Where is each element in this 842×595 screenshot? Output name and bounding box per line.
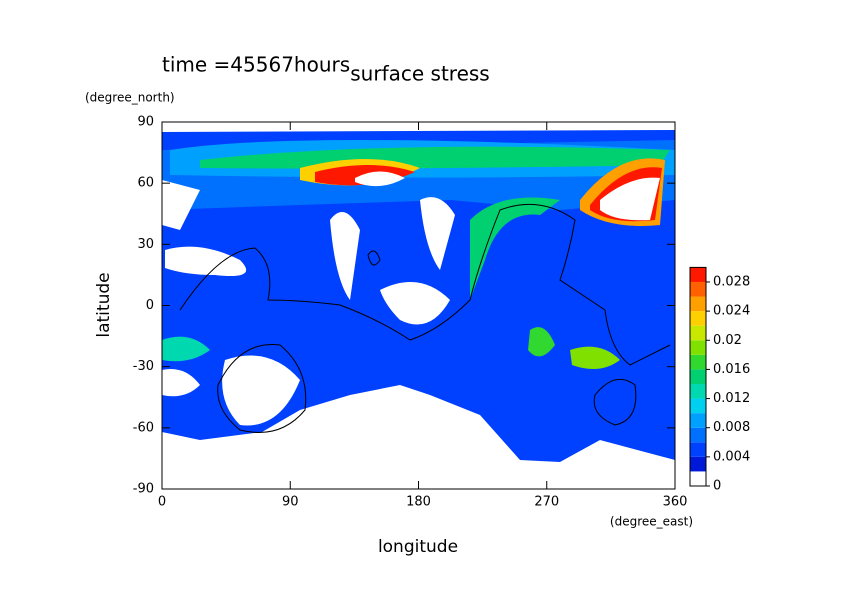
y-axis-label: latitude [94,272,114,337]
y-tick-label: 90 [137,115,154,130]
colorbar-band [690,369,706,384]
colorbar-band [690,456,706,472]
x-tick-label: 0 [158,495,166,510]
colorbar-band [690,383,706,399]
x-tick-label: 270 [534,495,559,510]
colorbar-band [690,296,706,312]
y-tick-label: -60 [133,420,154,435]
colorbar-tick-label: 0.008 [713,420,750,435]
colorbar-band [690,442,706,457]
annotation: time =45567hours [162,53,350,77]
contour-field [162,130,675,462]
x-tick-label: 90 [282,495,299,510]
x-axis-label: longitude [378,537,458,557]
y-tick-label: 60 [137,176,154,191]
colorbar-frame [689,266,707,487]
colorbar-tick-label: 0.004 [713,449,750,464]
colorbar-tick-label: 0.028 [713,274,750,289]
x-tick-label: 360 [663,495,688,510]
colorbar-tick-label: 0 [713,479,721,494]
colorbar-band [690,281,706,297]
colorbar-band [690,427,706,443]
chart-title: surface stress [350,62,489,86]
colorbar-tick-label: 0.016 [713,362,750,377]
colorbar-band [690,354,706,370]
coastline [179,203,671,433]
colorbar-band [690,398,706,414]
y-unit: (degree_north) [85,91,175,105]
colorbar-tick-label: 0.012 [713,391,750,406]
colorbar-band [690,340,706,355]
colorbar-tick-label: 0.024 [713,304,750,319]
colorbar-band [690,311,706,326]
colorbar-band [690,413,706,428]
colorbar-tick-label: 0.02 [713,333,742,348]
x-tick-label: 180 [406,495,431,510]
x-unit: (degree_east) [610,515,693,529]
y-tick-label: 30 [137,237,154,252]
y-tick-label: -90 [133,482,154,497]
colorbar-band [690,325,706,341]
colorbar-band [690,267,706,282]
y-tick-label: -30 [133,359,154,374]
y-tick-label: 0 [146,298,154,313]
colorbar-band [690,471,706,486]
